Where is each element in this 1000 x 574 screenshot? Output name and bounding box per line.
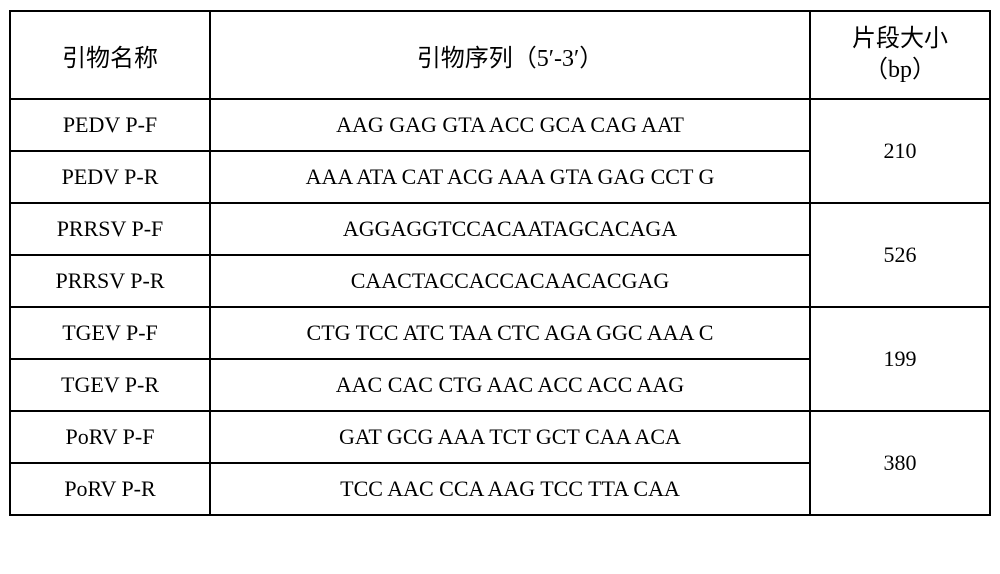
header-size-line1: 片段大小 — [819, 24, 981, 55]
primer-table: 引物名称 引物序列（5′-3′） 片段大小 （bp） PEDV P-F AAG … — [9, 10, 991, 516]
primer-seq-cell: AGGAGGTCCACAATAGCACAGA — [210, 203, 810, 255]
primer-name-cell: PRRSV P-F — [10, 203, 210, 255]
primer-name-cell: PEDV P-R — [10, 151, 210, 203]
table-row: PRRSV P-F AGGAGGTCCACAATAGCACAGA 526 — [10, 203, 990, 255]
table-row: PEDV P-F AAG GAG GTA ACC GCA CAG AAT 210 — [10, 99, 990, 151]
table-row: PoRV P-F GAT GCG AAA TCT GCT CAA ACA 380 — [10, 411, 990, 463]
primer-seq-cell: CTG TCC ATC TAA CTC AGA GGC AAA C — [210, 307, 810, 359]
primer-seq-cell: AAC CAC CTG AAC ACC ACC AAG — [210, 359, 810, 411]
header-sequence: 引物序列（5′-3′） — [210, 11, 810, 99]
primer-seq-cell: GAT GCG AAA TCT GCT CAA ACA — [210, 411, 810, 463]
primer-name-cell: PoRV P-F — [10, 411, 210, 463]
primer-name-cell: TGEV P-R — [10, 359, 210, 411]
header-name: 引物名称 — [10, 11, 210, 99]
primer-name-cell: PEDV P-F — [10, 99, 210, 151]
primer-name-cell: TGEV P-F — [10, 307, 210, 359]
primer-seq-cell: CAACTACCACCACAACACGAG — [210, 255, 810, 307]
header-row: 引物名称 引物序列（5′-3′） 片段大小 （bp） — [10, 11, 990, 99]
header-size: 片段大小 （bp） — [810, 11, 990, 99]
primer-name-cell: PRRSV P-R — [10, 255, 210, 307]
header-size-line2: （bp） — [819, 55, 981, 86]
fragment-size-cell: 199 — [810, 307, 990, 411]
fragment-size-cell: 210 — [810, 99, 990, 203]
primer-seq-cell: AAG GAG GTA ACC GCA CAG AAT — [210, 99, 810, 151]
primer-name-cell: PoRV P-R — [10, 463, 210, 515]
table-row: TGEV P-F CTG TCC ATC TAA CTC AGA GGC AAA… — [10, 307, 990, 359]
primer-seq-cell: TCC AAC CCA AAG TCC TTA CAA — [210, 463, 810, 515]
fragment-size-cell: 380 — [810, 411, 990, 515]
primer-seq-cell: AAA ATA CAT ACG AAA GTA GAG CCT G — [210, 151, 810, 203]
fragment-size-cell: 526 — [810, 203, 990, 307]
